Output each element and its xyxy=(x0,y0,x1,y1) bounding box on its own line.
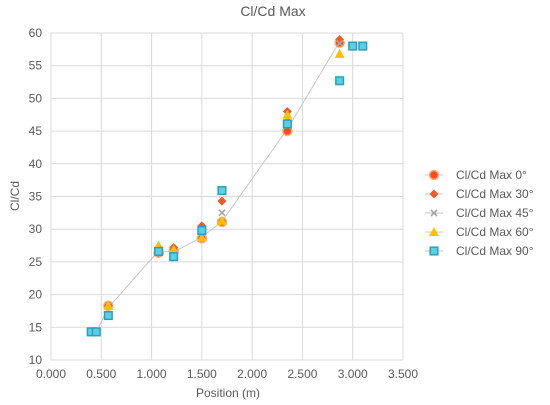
data-point xyxy=(103,310,113,321)
series xyxy=(103,35,345,311)
data-point xyxy=(358,41,368,51)
data-point xyxy=(217,196,227,206)
legend-marker xyxy=(429,227,439,236)
axes: 10 15 20 25 30 35 40 45 50 55 60 0.000 0.500 1.000 1.5… xyxy=(29,26,419,381)
legend-item: Cl/Cd Max 0° xyxy=(425,168,527,182)
legend-item: Cl/Cd Max 30° xyxy=(425,187,534,201)
data-points xyxy=(86,35,368,337)
x-tick-label: 1.000 xyxy=(137,367,167,381)
y-tick-label: 25 xyxy=(29,255,43,269)
data-point xyxy=(103,300,114,310)
x-tick-label: 0.000 xyxy=(36,367,66,381)
legend: Cl/Cd Max 0° Cl/Cd Max 30° Cl/Cd Max 45° Cl… xyxy=(425,168,534,258)
legend-marker xyxy=(428,169,440,181)
x-tick-label: 1.500 xyxy=(187,367,217,381)
series xyxy=(103,48,345,310)
data-point xyxy=(282,119,292,129)
data-point xyxy=(348,41,358,51)
x-tick-label: 0.500 xyxy=(86,367,116,381)
series xyxy=(104,39,344,310)
data-point xyxy=(197,225,207,236)
y-tick-label: 45 xyxy=(29,124,43,138)
y-tick-label: 50 xyxy=(29,91,43,105)
legend-marker xyxy=(429,246,439,256)
x-axis-title: Position (m) xyxy=(196,386,260,400)
data-point xyxy=(196,232,207,242)
data-point xyxy=(217,186,227,196)
series xyxy=(103,37,345,311)
y-tick-label: 30 xyxy=(29,222,43,236)
legend-label: Cl/Cd Max 45° xyxy=(456,206,534,220)
data-point xyxy=(334,48,345,58)
legend-marker xyxy=(430,209,438,217)
y-tick-label: 10 xyxy=(29,353,43,367)
data-point xyxy=(169,252,179,262)
x-tick-label: 3.500 xyxy=(388,367,418,381)
y-tick-label: 35 xyxy=(29,190,43,204)
y-tick-label: 60 xyxy=(29,26,43,40)
data-point xyxy=(335,76,345,86)
data-point xyxy=(282,109,293,119)
y-axis-title: Cl/Cd xyxy=(8,181,22,211)
gridlines xyxy=(50,32,404,361)
y-tick-label: 15 xyxy=(29,320,43,334)
chart-title: Cl/Cd Max xyxy=(240,3,305,19)
legend-item: Cl/Cd Max 90° xyxy=(425,244,534,258)
data-point xyxy=(168,244,179,254)
legend-label: Cl/Cd Max 90° xyxy=(456,244,534,258)
x-tick-label: 2.000 xyxy=(237,367,267,381)
y-tick-label: 40 xyxy=(29,157,43,171)
data-point xyxy=(218,209,226,217)
data-point xyxy=(154,246,164,256)
legend-label: Cl/Cd Max 0° xyxy=(456,168,527,182)
legend-item: Cl/Cd Max 60° xyxy=(425,225,534,239)
legend-label: Cl/Cd Max 60° xyxy=(456,225,534,239)
legend-label: Cl/Cd Max 30° xyxy=(456,187,534,201)
x-tick-label: 3.000 xyxy=(338,367,368,381)
legend-item: Cl/Cd Max 45° xyxy=(425,206,534,220)
data-point xyxy=(91,327,101,337)
data-point xyxy=(216,215,227,225)
series xyxy=(86,41,368,337)
x-tick-label: 2.500 xyxy=(287,367,317,381)
data-point xyxy=(336,39,344,48)
y-tick-label: 20 xyxy=(29,288,43,302)
legend-marker xyxy=(429,189,439,199)
y-tick-label: 55 xyxy=(29,59,43,73)
